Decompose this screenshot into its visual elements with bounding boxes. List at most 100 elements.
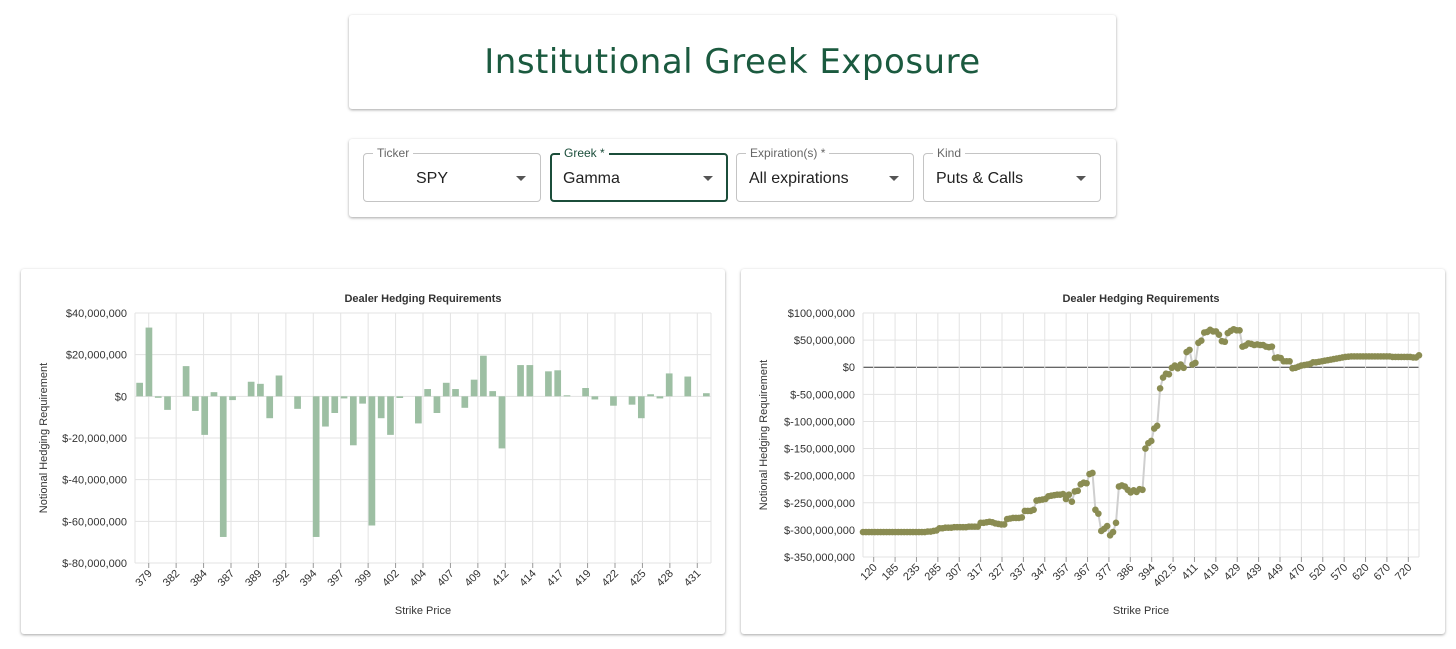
bar-chart: Dealer Hedging Requirements $40,000,000 $2… [38, 293, 712, 617]
x-tick-label: 317 [965, 562, 986, 583]
y-tick-label: $40,000,000 [66, 308, 127, 320]
caret-down-icon [1076, 176, 1086, 181]
bar [591, 396, 599, 400]
ticker-select[interactable]: Ticker SPY [363, 146, 541, 202]
y-tick-label: $-350,000,000 [784, 552, 855, 564]
bar [201, 396, 209, 435]
data-point [1095, 510, 1102, 517]
x-tick-label: 407 [435, 568, 456, 589]
bar [637, 396, 645, 419]
data-point [1083, 479, 1090, 487]
bar [322, 396, 329, 427]
ticker-label: Ticker [373, 146, 414, 160]
x-tick-label: 620 [1350, 562, 1371, 583]
x-tick-label: 428 [655, 568, 676, 589]
data-point [1109, 528, 1117, 536]
data-point [1018, 514, 1026, 521]
bar [182, 366, 190, 397]
data-point [1156, 385, 1164, 392]
x-tick-label: 449 [1265, 562, 1286, 583]
x-tick-label: 414 [517, 568, 538, 589]
bar [656, 396, 664, 399]
bar [461, 396, 469, 408]
data-point [1180, 364, 1187, 372]
y-tick-label: $-150,000,000 [784, 444, 855, 456]
x-tick-label: 412 [490, 568, 511, 589]
x-axis-title: Strike Price [395, 605, 451, 617]
bar [554, 370, 562, 397]
data-point [1192, 359, 1199, 367]
data-point [1059, 490, 1067, 498]
y-tick-label: $-80,000,000 [62, 558, 127, 570]
page-title: Institutional Greek Exposure [484, 42, 981, 82]
data-point [1215, 331, 1223, 338]
bar [257, 383, 264, 397]
scatter-chart-card: Dealer Hedging Requirements $100,000,000 $… [741, 269, 1445, 634]
x-tick-label: 347 [1029, 562, 1050, 583]
scatter-chart: Dealer Hedging Requirements $100,000,000 $… [758, 293, 1423, 617]
x-axis-title: Strike Price [1113, 605, 1169, 617]
x-tick-label: 387 [216, 568, 237, 589]
y-tick-label: $-300,000,000 [784, 525, 855, 537]
x-tick-label: 379 [133, 568, 154, 589]
x-tick-label: 431 [682, 568, 703, 589]
data-point [1068, 498, 1076, 505]
y-tick-label: $-100,000,000 [784, 416, 855, 428]
x-tick-label: 402 [380, 568, 401, 589]
x-tick-label: 392 [271, 568, 292, 589]
y-tick-label: $20,000,000 [66, 350, 127, 362]
data-point [1142, 445, 1149, 452]
bar [610, 396, 617, 406]
bar [136, 382, 143, 397]
x-tick-label: 439 [1243, 562, 1264, 583]
bar [703, 393, 710, 397]
y-tick-label: $-200,000,000 [784, 471, 855, 483]
y-axis-title: Notional Hedging Requirement [38, 363, 50, 513]
x-tick-label: 377 [1094, 562, 1115, 583]
bar [647, 394, 654, 397]
data-point [1415, 351, 1423, 359]
bar [433, 396, 441, 413]
y-tick-label: $-50,000,000 [790, 389, 855, 401]
bar [396, 396, 404, 398]
x-tick-label: 417 [545, 568, 566, 589]
x-tick-label: 520 [1307, 562, 1328, 583]
bar [489, 391, 497, 397]
x-tick-label: 382 [161, 568, 182, 589]
x-tick-label: 720 [1393, 562, 1414, 583]
expiration-select[interactable]: Expiration(s) * All expirations [736, 146, 914, 202]
greek-value: Gamma [563, 170, 620, 187]
bar [377, 396, 385, 419]
bar [452, 389, 459, 397]
bar [266, 396, 274, 419]
x-tick-label: 422 [600, 568, 621, 589]
bar [563, 395, 571, 397]
x-tick-label: 120 [858, 562, 879, 583]
greek-select[interactable]: Greek * Gamma [550, 146, 728, 202]
bar [665, 373, 673, 397]
data-point [1236, 327, 1243, 334]
y-tick-label: $100,000,000 [788, 308, 855, 320]
bar [192, 396, 199, 411]
bar [154, 396, 162, 398]
data-point [1147, 437, 1155, 445]
caret-down-icon [516, 176, 526, 181]
bar [545, 371, 552, 397]
x-tick-label: 570 [1329, 562, 1350, 583]
x-tick-label: 386 [1115, 562, 1136, 583]
bar-chart-card: Dealer Hedging Requirements $40,000,000 $2… [21, 269, 725, 634]
kind-select[interactable]: Kind Puts & Calls [923, 146, 1101, 202]
bar [526, 365, 534, 397]
bar [349, 396, 357, 446]
bar [415, 396, 422, 424]
bar [340, 396, 348, 399]
x-tick-label: 327 [987, 562, 1008, 583]
kind-value: Puts & Calls [936, 170, 1024, 187]
bar [442, 382, 450, 397]
bar [247, 381, 255, 397]
bar [517, 365, 524, 397]
bar [312, 396, 320, 537]
y-tick-label: $-20,000,000 [62, 433, 127, 445]
data-point [1286, 357, 1293, 365]
x-tick-label: 411 [1180, 562, 1201, 583]
